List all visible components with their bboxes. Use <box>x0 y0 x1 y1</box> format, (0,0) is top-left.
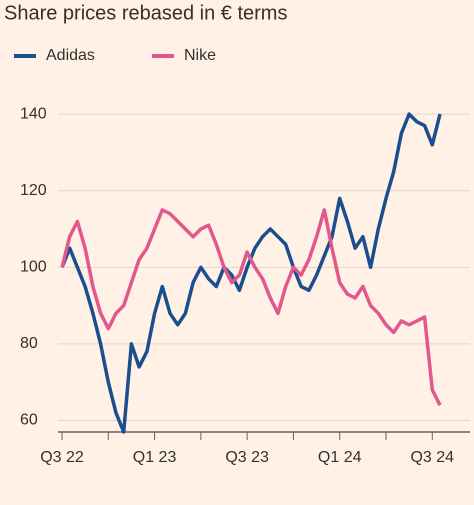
x-tick-label: Q3 24 <box>410 449 454 466</box>
x-tick-label: Q1 23 <box>133 449 177 466</box>
x-tick-label: Q1 24 <box>318 449 362 466</box>
series-line <box>60 112 442 434</box>
y-tick-label: 80 <box>20 335 38 352</box>
y-tick-label: 120 <box>20 182 47 199</box>
series-line <box>60 208 442 406</box>
legend-label: Nike <box>184 47 216 64</box>
y-tick-label: 100 <box>20 259 47 276</box>
y-tick-label: 60 <box>20 412 38 429</box>
chart-title: Share prices rebased in € terms <box>4 2 287 24</box>
x-tick-label: Q3 23 <box>225 449 269 466</box>
y-tick-label: 140 <box>20 105 47 122</box>
x-tick-label: Q3 22 <box>40 449 84 466</box>
legend-label: Adidas <box>46 47 95 64</box>
